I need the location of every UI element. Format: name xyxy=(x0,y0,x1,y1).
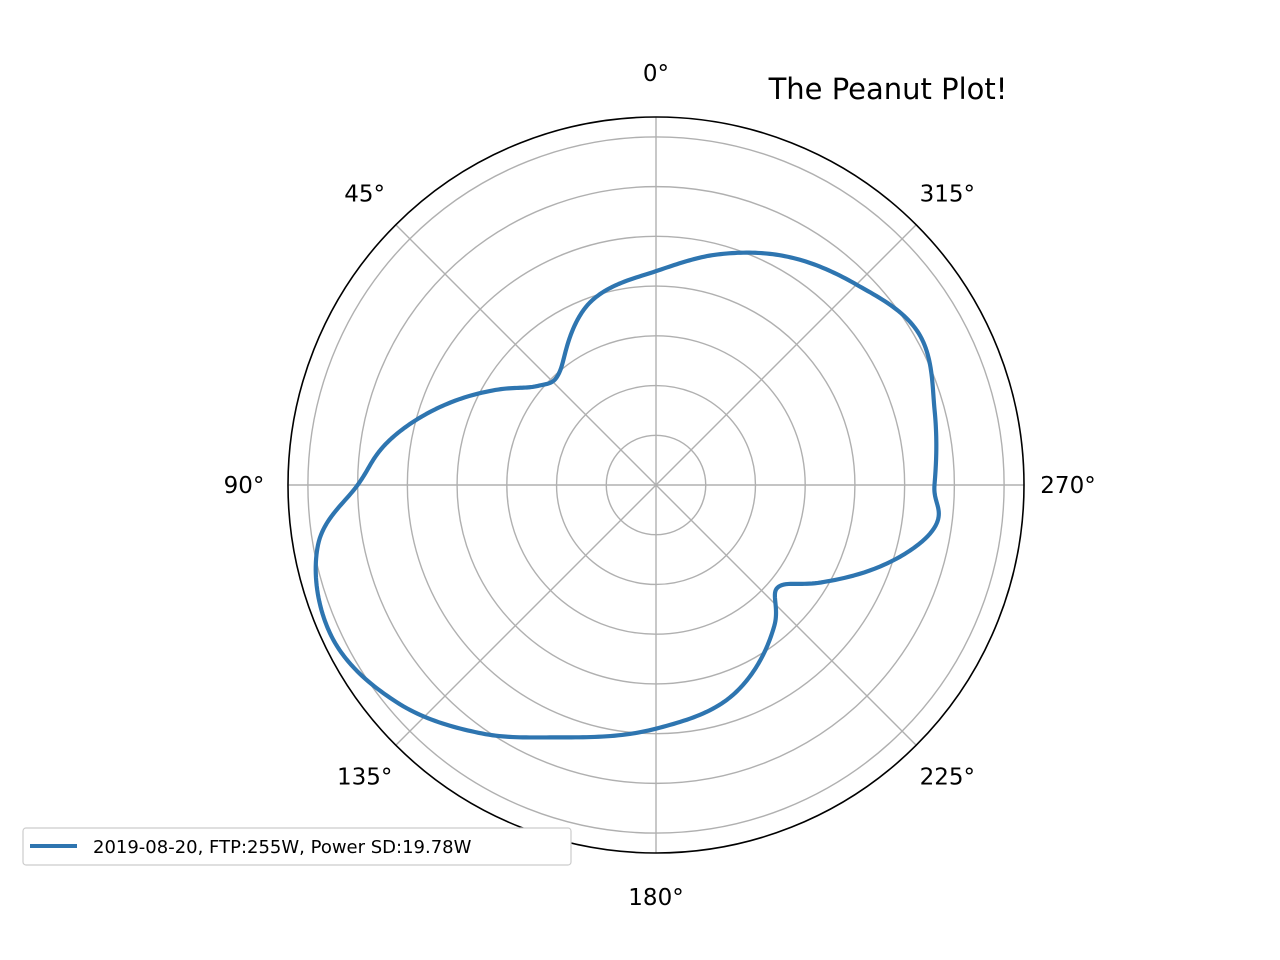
chart-title: The Peanut Plot! xyxy=(768,72,1008,106)
r-gridline xyxy=(406,235,906,735)
r-gridline xyxy=(456,285,856,685)
theta-gridline xyxy=(395,224,657,486)
polar-frame xyxy=(287,116,1025,854)
theta-tick-label: 315° xyxy=(920,182,975,208)
grid-layer xyxy=(287,116,1025,854)
theta-tick-label: 180° xyxy=(628,885,683,911)
theta-gridline xyxy=(655,484,917,746)
legend-label: 2019-08-20, FTP:255W, Power SD:19.78W xyxy=(93,837,472,858)
series-layer xyxy=(313,250,941,740)
series-line xyxy=(313,250,941,740)
theta-tick-label: 270° xyxy=(1040,473,1095,499)
theta-tick-label: 45° xyxy=(344,182,385,208)
theta-tick-label: 0° xyxy=(643,61,669,87)
theta-tick-label: 225° xyxy=(920,764,975,790)
r-gridline xyxy=(506,335,806,635)
theta-gridline xyxy=(655,224,917,486)
theta-gridline xyxy=(395,484,657,746)
r-gridline xyxy=(307,136,1005,834)
r-gridline xyxy=(555,384,757,586)
legend: 2019-08-20, FTP:255W, Power SD:19.78W xyxy=(22,827,572,866)
label-layer: 0° 45° 90° 135° 180° 225° 270° 315° xyxy=(224,61,1096,911)
r-gridline xyxy=(605,434,707,536)
legend-box xyxy=(22,827,572,866)
theta-tick-label: 90° xyxy=(224,473,265,499)
theta-tick-label: 135° xyxy=(337,764,392,790)
